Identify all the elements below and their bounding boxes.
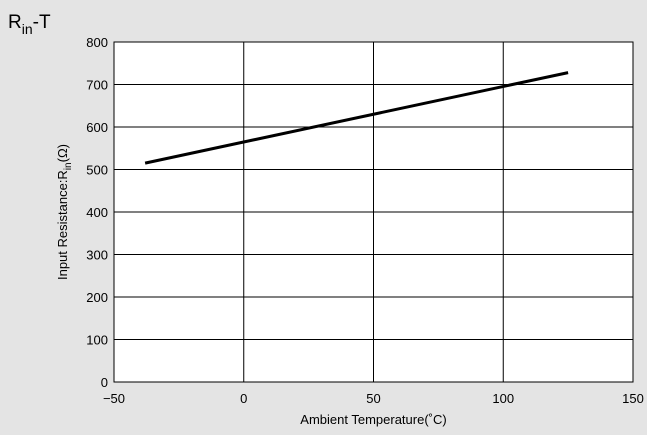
x-tick-label: 0	[240, 391, 247, 406]
y-tick-label: 200	[86, 290, 108, 305]
y-axis-label-suffix: (Ω)	[55, 144, 70, 162]
x-tick-label: 100	[492, 391, 514, 406]
y-tick-label: 500	[86, 163, 108, 178]
y-axis-label-main: Input Resistance:R	[55, 170, 70, 280]
y-axis-label-subscript: in	[63, 162, 74, 170]
x-axis-label: Ambient Temperature(˚C)	[300, 412, 446, 427]
x-tick-label: 150	[622, 391, 644, 406]
chart-title-subscript: in	[22, 21, 33, 37]
y-tick-label: 400	[86, 205, 108, 220]
x-tick-label: −50	[103, 391, 125, 406]
series-line	[144, 71, 569, 165]
y-tick-label: 0	[101, 375, 108, 390]
y-tick-label: 300	[86, 248, 108, 263]
y-tick-label: 800	[86, 35, 108, 50]
chart-title: Rin-T	[8, 12, 51, 37]
chart-title-suffix: -T	[33, 12, 51, 33]
y-tick-label: 100	[86, 333, 108, 348]
series-group	[144, 71, 569, 165]
y-tick-label: 600	[86, 120, 108, 135]
y-axis-label: Input Resistance:Rin(Ω)	[55, 144, 74, 280]
grid	[114, 42, 633, 382]
chart-title-main: R	[8, 12, 22, 33]
y-tick-label: 700	[86, 78, 108, 93]
x-tick-label: 50	[366, 391, 380, 406]
